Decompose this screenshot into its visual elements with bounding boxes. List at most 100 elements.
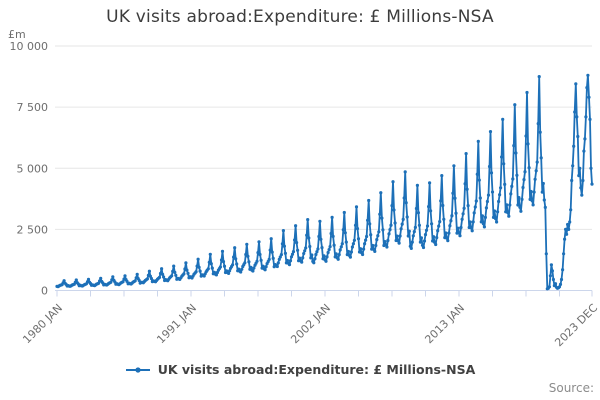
data-point[interactable] bbox=[573, 110, 577, 114]
data-point[interactable] bbox=[412, 230, 416, 234]
data-point[interactable] bbox=[511, 177, 515, 181]
data-point[interactable] bbox=[415, 183, 419, 187]
data-point[interactable] bbox=[533, 177, 537, 181]
data-point[interactable] bbox=[336, 257, 340, 261]
data-point[interactable] bbox=[427, 205, 431, 209]
data-point[interactable] bbox=[313, 257, 317, 261]
data-point[interactable] bbox=[523, 170, 527, 174]
data-point[interactable] bbox=[385, 245, 389, 249]
data-point[interactable] bbox=[351, 242, 355, 246]
data-point[interactable] bbox=[486, 193, 491, 197]
data-point[interactable] bbox=[569, 208, 573, 212]
data-point[interactable] bbox=[450, 214, 454, 218]
data-point[interactable] bbox=[429, 209, 433, 213]
data-point[interactable] bbox=[337, 253, 341, 257]
data-point[interactable] bbox=[342, 210, 346, 215]
data-point[interactable] bbox=[575, 115, 579, 119]
data-point[interactable] bbox=[218, 265, 222, 269]
data-point[interactable] bbox=[566, 222, 570, 227]
data-point[interactable] bbox=[399, 227, 403, 231]
data-point[interactable] bbox=[442, 217, 446, 221]
data-point[interactable] bbox=[206, 267, 210, 271]
data-point[interactable] bbox=[466, 204, 470, 208]
data-point[interactable] bbox=[322, 254, 326, 258]
data-point[interactable] bbox=[377, 230, 381, 234]
data-point[interactable] bbox=[471, 220, 475, 224]
data-point[interactable] bbox=[460, 217, 464, 221]
data-point[interactable] bbox=[249, 265, 253, 269]
data-point[interactable] bbox=[324, 259, 328, 263]
data-point[interactable] bbox=[221, 260, 226, 264]
data-point[interactable] bbox=[378, 212, 382, 216]
data-point[interactable] bbox=[390, 204, 394, 208]
data-point[interactable] bbox=[365, 234, 369, 239]
data-point[interactable] bbox=[194, 270, 198, 274]
data-point[interactable] bbox=[245, 242, 249, 246]
data-point[interactable] bbox=[407, 229, 411, 233]
data-point[interactable] bbox=[490, 190, 495, 194]
data-point[interactable] bbox=[501, 117, 505, 121]
data-point[interactable] bbox=[448, 224, 452, 228]
data-point[interactable] bbox=[332, 243, 336, 247]
data-point[interactable] bbox=[267, 257, 271, 261]
data-point[interactable] bbox=[239, 270, 243, 274]
data-point[interactable] bbox=[325, 255, 329, 259]
data-point[interactable] bbox=[209, 262, 213, 266]
data-point[interactable] bbox=[309, 256, 313, 260]
data-point[interactable] bbox=[125, 279, 129, 283]
data-point[interactable] bbox=[264, 265, 268, 269]
data-point[interactable] bbox=[339, 245, 343, 249]
data-point[interactable] bbox=[457, 231, 461, 235]
data-point[interactable] bbox=[320, 246, 324, 250]
data-point[interactable] bbox=[576, 134, 580, 139]
data-point[interactable] bbox=[495, 220, 499, 224]
data-point[interactable] bbox=[111, 275, 115, 279]
data-point[interactable] bbox=[270, 250, 274, 254]
data-point[interactable] bbox=[367, 198, 371, 203]
data-point[interactable] bbox=[548, 274, 553, 278]
data-point[interactable] bbox=[434, 242, 438, 247]
data-point[interactable] bbox=[285, 258, 289, 263]
data-point[interactable] bbox=[291, 250, 296, 254]
data-point[interactable] bbox=[305, 233, 309, 237]
data-point[interactable] bbox=[514, 151, 518, 155]
data-point[interactable] bbox=[547, 285, 552, 289]
data-point[interactable] bbox=[186, 271, 190, 275]
data-point[interactable] bbox=[428, 181, 432, 185]
data-point[interactable] bbox=[361, 252, 365, 257]
data-point[interactable] bbox=[472, 211, 476, 215]
data-point[interactable] bbox=[353, 223, 358, 227]
data-point[interactable] bbox=[289, 255, 294, 259]
data-point[interactable] bbox=[445, 236, 449, 240]
data-point[interactable] bbox=[246, 254, 250, 258]
data-point[interactable] bbox=[530, 199, 534, 203]
data-point[interactable] bbox=[251, 269, 255, 273]
data-point[interactable] bbox=[352, 238, 356, 242]
data-point[interactable] bbox=[447, 231, 451, 235]
data-point[interactable] bbox=[506, 210, 510, 215]
data-point[interactable] bbox=[278, 255, 282, 259]
data-point[interactable] bbox=[494, 217, 498, 221]
data-point[interactable] bbox=[328, 245, 332, 249]
data-point[interactable] bbox=[502, 162, 506, 166]
data-point[interactable] bbox=[521, 185, 525, 190]
data-point[interactable] bbox=[257, 240, 261, 244]
data-point[interactable] bbox=[287, 263, 292, 267]
data-point[interactable] bbox=[310, 253, 314, 257]
data-point[interactable] bbox=[358, 247, 363, 251]
data-point[interactable] bbox=[387, 232, 391, 236]
data-point[interactable] bbox=[535, 160, 539, 164]
data-point[interactable] bbox=[326, 250, 330, 255]
data-point[interactable] bbox=[298, 256, 302, 260]
data-point[interactable] bbox=[583, 137, 587, 141]
data-point[interactable] bbox=[343, 231, 347, 235]
data-point[interactable] bbox=[316, 247, 320, 251]
data-point[interactable] bbox=[440, 174, 444, 178]
data-point[interactable] bbox=[439, 199, 443, 203]
data-point[interactable] bbox=[553, 282, 558, 286]
data-point[interactable] bbox=[379, 191, 383, 195]
data-point[interactable] bbox=[479, 220, 483, 224]
data-point[interactable] bbox=[507, 214, 511, 218]
data-point[interactable] bbox=[244, 252, 248, 257]
data-point[interactable] bbox=[449, 219, 453, 223]
